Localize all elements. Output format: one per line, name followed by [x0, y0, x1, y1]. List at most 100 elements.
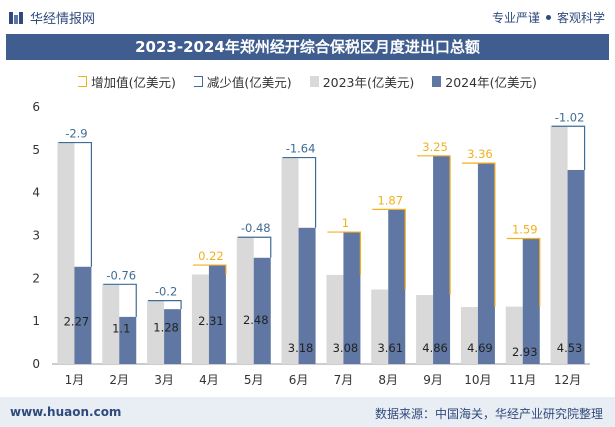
y-tick-label: 6 — [32, 100, 40, 114]
bar-2024 — [298, 227, 316, 364]
y-tick-label: 0 — [32, 357, 40, 371]
bar-2023 — [57, 142, 75, 364]
increase-bracket — [461, 162, 496, 308]
bar-2023 — [102, 284, 120, 364]
decrease-bracket — [58, 141, 93, 267]
value-label-2024: 4.86 — [422, 341, 448, 355]
footer: www.huaon.com 数据来源：中国海关，华经产业研究院整理 — [0, 397, 615, 427]
value-label-2024: 2.48 — [243, 313, 269, 327]
value-label-2024: 1.28 — [153, 320, 179, 334]
change-label: 0.22 — [198, 249, 224, 263]
change-label: 1.87 — [377, 193, 403, 207]
change-label: -0.76 — [106, 268, 136, 282]
change-label: -0.48 — [241, 221, 271, 235]
y-tick-label: 3 — [32, 229, 40, 243]
huajing-logo-icon — [9, 11, 23, 24]
tagline-right: 客观科学 — [556, 11, 605, 25]
x-tick-label: 2月 — [109, 373, 129, 387]
x-tick-label: 11月 — [509, 373, 536, 387]
decrease-bracket — [148, 300, 182, 310]
bar-2023 — [326, 274, 344, 364]
bar-2024 — [388, 209, 406, 364]
increase-bracket — [506, 237, 541, 307]
x-tick-label: 6月 — [289, 373, 309, 387]
legend-item-2024: 2024年(亿美元) — [432, 72, 537, 91]
bar-2024 — [253, 257, 271, 364]
value-label-2024: 4.53 — [557, 341, 583, 355]
increase-bracket — [327, 231, 362, 275]
x-tick-label: 8月 — [378, 373, 398, 387]
value-label-2024: 1.1 — [112, 321, 130, 335]
legend-swatch-2023 — [309, 76, 319, 87]
legend-label-2023: 2023年(亿美元) — [322, 75, 415, 90]
value-label-2024: 3.08 — [333, 341, 359, 355]
bar-2024 — [567, 169, 585, 364]
bar-2024 — [74, 266, 92, 364]
bar-2023 — [460, 307, 478, 364]
bar-2023 — [147, 300, 165, 364]
chart-legend: 增加值(亿美元) 减少值(亿美元) 2023年(亿美元) 2024年(亿美元) — [0, 72, 615, 91]
legend-swatch-decrease — [193, 76, 203, 87]
change-label: 1.59 — [512, 222, 538, 236]
legend-item-2023: 2023年(亿美元) — [309, 72, 415, 91]
increase-bracket — [372, 208, 406, 290]
bar-2024 — [164, 309, 182, 364]
value-label-2024: 3.61 — [377, 341, 403, 355]
decrease-bracket — [103, 283, 137, 317]
tagline-left: 专业严谨 — [491, 11, 540, 25]
bar-2023 — [505, 306, 523, 364]
brand-name: 华经情报网 — [30, 12, 96, 27]
decrease-bracket — [551, 125, 586, 170]
legend-label-decrease: 减少值(亿美元) — [206, 75, 292, 90]
increase-bracket — [192, 264, 227, 275]
value-label-2024: 2.31 — [198, 314, 224, 328]
footer-source: 数据来源：中国海关，华经产业研究院整理 — [374, 407, 603, 421]
bar-2024 — [119, 316, 137, 364]
legend-label-2024: 2024年(亿美元) — [445, 75, 537, 90]
bar-2023 — [191, 274, 209, 364]
bar-2024 — [522, 238, 540, 364]
y-tick-label: 1 — [32, 314, 40, 328]
brand: 华经情报网 — [8, 8, 95, 27]
change-label: -1.64 — [286, 142, 316, 156]
bar-2023 — [236, 237, 254, 364]
change-label: -2.9 — [65, 127, 87, 141]
x-tick-label: 5月 — [244, 373, 264, 387]
tagline-dot-icon — [545, 15, 551, 20]
x-tick-label: 7月 — [334, 373, 354, 387]
bar-2024 — [343, 232, 361, 364]
value-label-2024: 4.69 — [467, 341, 493, 355]
change-label: 1 — [342, 216, 349, 230]
x-tick-label: 3月 — [154, 373, 174, 387]
bar-2023 — [371, 289, 389, 364]
legend-item-decrease: 减少值(亿美元) — [193, 72, 292, 91]
legend-swatch-increase — [78, 76, 88, 87]
y-tick-label: 4 — [32, 186, 40, 200]
legend-swatch-2024 — [432, 76, 442, 87]
legend-label-increase: 增加值(亿美元) — [91, 75, 176, 90]
x-tick-label: 1月 — [65, 373, 85, 387]
chart-plot: 0 1 2 3 4 5 6 -2.9 2.27 1月 -0.76 1.1 2月 -0.2 1.28 3月 0.2… — [32, 100, 590, 387]
decrease-bracket — [282, 156, 317, 228]
change-label: -0.2 — [155, 285, 177, 299]
tagline: 专业严谨 客观科学 — [492, 9, 605, 26]
x-tick-label: 9月 — [423, 373, 443, 387]
bar-2024 — [208, 265, 226, 364]
bar-2023 — [281, 157, 299, 364]
top-bar: 华经情报网 专业严谨 客观科学 — [0, 0, 615, 34]
bar-2023 — [416, 295, 434, 364]
y-tick-label: 2 — [32, 271, 40, 285]
chart-title: 2023-2024年郑州经开综合保税区月度进出口总额 — [6, 34, 609, 60]
value-label-2024: 2.93 — [512, 345, 538, 359]
decrease-bracket — [237, 236, 272, 258]
increase-bracket — [417, 155, 451, 296]
value-label-2024: 2.27 — [64, 314, 90, 328]
footer-site: www.huaon.com — [10, 405, 122, 419]
change-label: 3.36 — [467, 147, 493, 161]
y-tick-label: 5 — [32, 143, 40, 157]
x-tick-label: 10月 — [464, 373, 491, 387]
bar-2024 — [477, 163, 495, 364]
legend-item-increase: 增加值(亿美元) — [78, 72, 176, 91]
change-label: -1.02 — [555, 110, 585, 124]
x-tick-label: 12月 — [554, 373, 581, 387]
